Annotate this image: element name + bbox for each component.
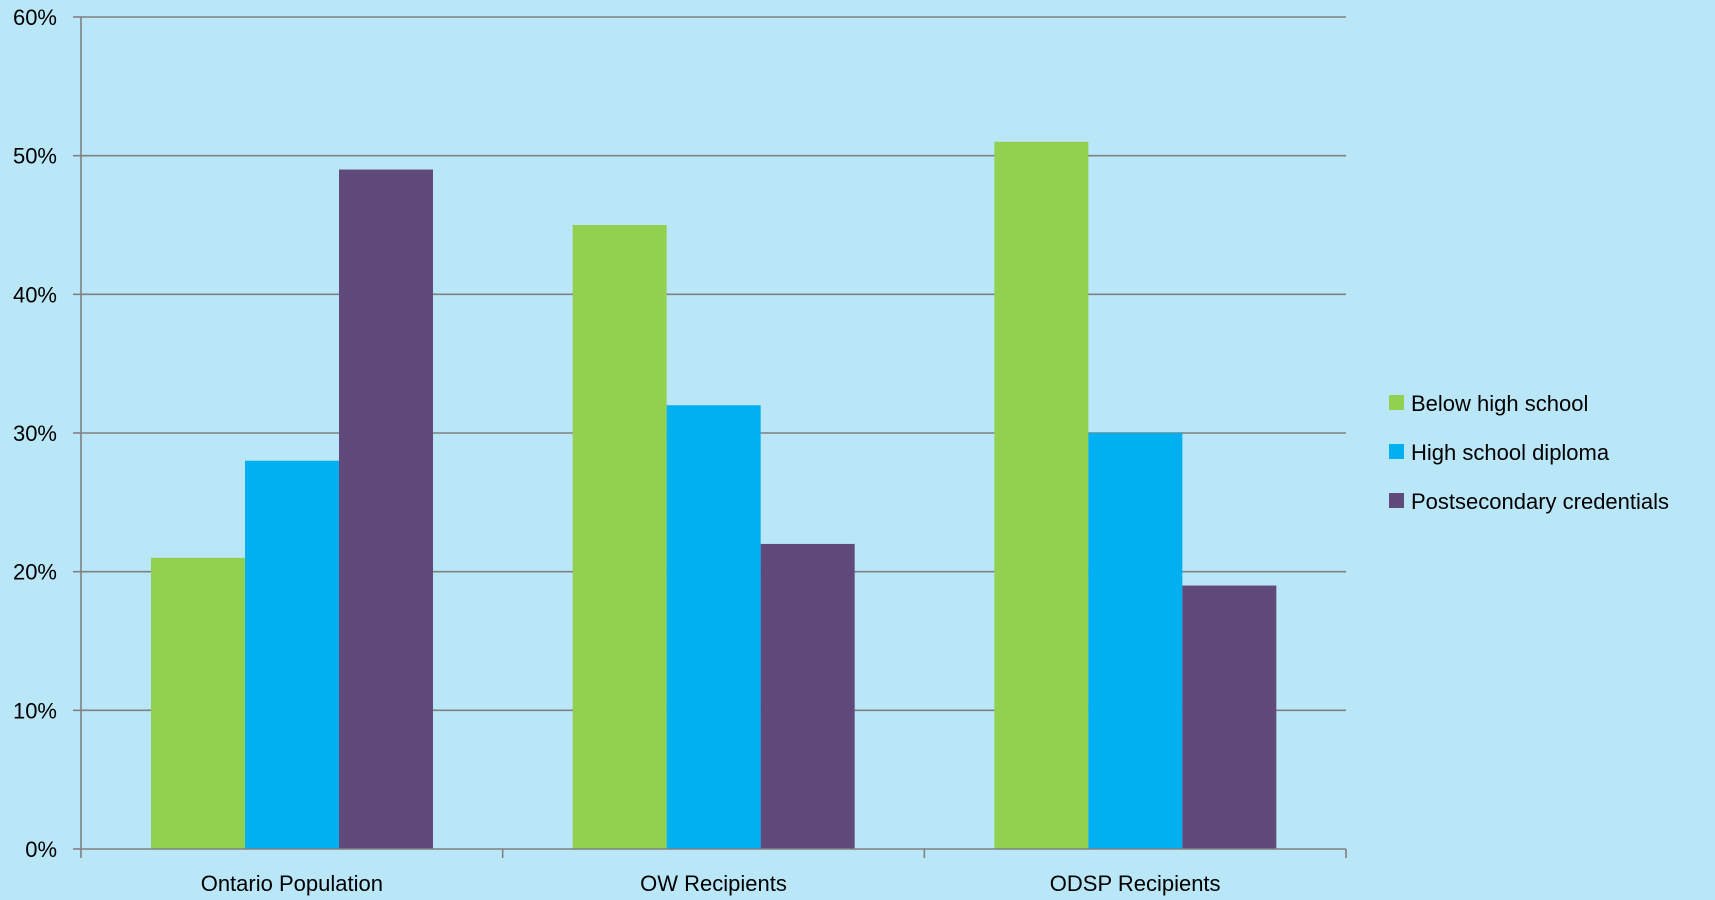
bar xyxy=(245,460,339,849)
y-tick-label: 30% xyxy=(13,421,57,446)
legend-swatch xyxy=(1389,444,1404,459)
legend: Below high school High school diploma Post… xyxy=(1389,391,1669,514)
y-tick-label: 0% xyxy=(25,837,57,862)
bar xyxy=(151,557,245,849)
legend-label: High school diploma xyxy=(1411,440,1610,465)
legend-label: Below high school xyxy=(1411,391,1588,416)
axes: 0% 10% 20% 30% 40% 50% 60% Ontario Population OW… xyxy=(13,5,1347,896)
y-tick-label: 60% xyxy=(13,5,57,30)
legend-label: Postsecondary credentials xyxy=(1411,489,1669,514)
bar xyxy=(760,543,855,849)
y-tick-label: 40% xyxy=(13,282,57,307)
legend-swatch xyxy=(1389,395,1404,410)
bar xyxy=(666,405,761,849)
y-tick-label: 20% xyxy=(13,560,57,585)
y-tick-label: 50% xyxy=(13,144,57,169)
legend-swatch xyxy=(1389,493,1404,508)
x-tick-label: OW Recipients xyxy=(640,871,787,896)
bar xyxy=(1088,433,1183,849)
bars xyxy=(151,141,1277,850)
x-tick-label: Ontario Population xyxy=(201,871,383,896)
bar xyxy=(339,169,433,850)
bar xyxy=(994,141,1089,850)
x-tick-label: ODSP Recipients xyxy=(1050,871,1221,896)
bar xyxy=(572,225,667,849)
y-tick-label: 10% xyxy=(13,698,57,723)
bar xyxy=(1182,585,1277,849)
